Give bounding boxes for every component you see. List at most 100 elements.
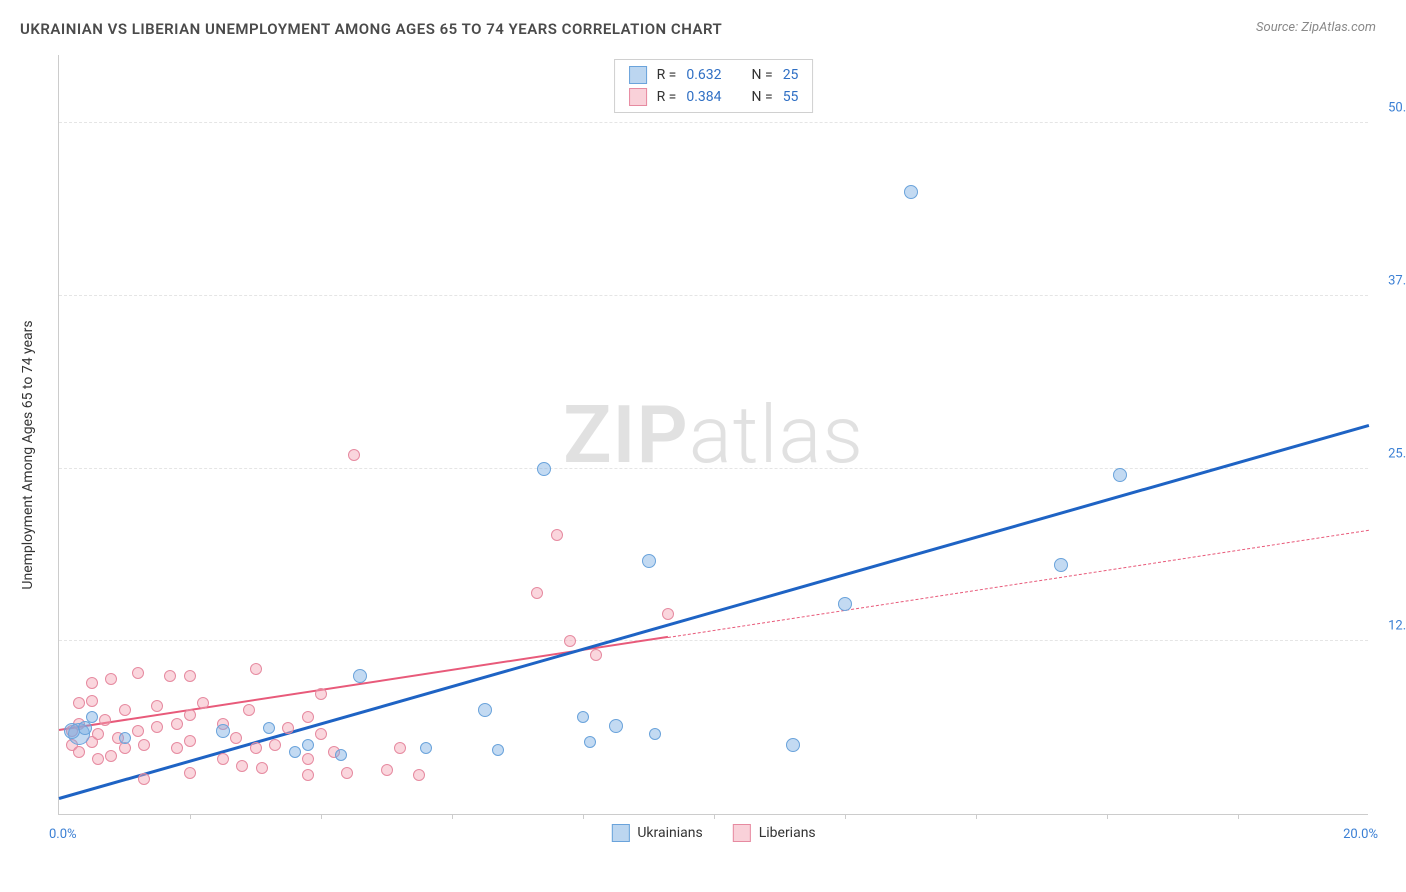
scatter-point xyxy=(184,735,196,747)
y-tick-label: 12.5% xyxy=(1388,619,1406,634)
gridline xyxy=(59,295,1368,296)
scatter-point xyxy=(171,718,183,730)
legend-swatch-pink-icon xyxy=(733,824,751,842)
scatter-point xyxy=(531,587,543,599)
y-tick-label: 37.5% xyxy=(1388,273,1406,288)
x-minor-tick xyxy=(190,814,191,819)
scatter-point xyxy=(642,554,656,568)
scatter-point xyxy=(302,739,314,751)
scatter-point xyxy=(171,742,183,754)
scatter-point xyxy=(269,739,281,751)
scatter-point xyxy=(243,704,255,716)
scatter-point xyxy=(1054,558,1068,572)
scatter-point xyxy=(335,749,347,761)
scatter-point xyxy=(73,697,85,709)
gridline xyxy=(59,640,1368,641)
scatter-point xyxy=(904,185,918,199)
x-minor-tick xyxy=(321,814,322,819)
scatter-point xyxy=(92,728,104,740)
scatter-point xyxy=(151,700,163,712)
x-tick-min: 0.0% xyxy=(49,827,77,842)
scatter-point xyxy=(609,719,623,733)
scatter-point xyxy=(838,597,852,611)
scatter-point xyxy=(99,714,111,726)
gridline xyxy=(59,468,1368,469)
scatter-point xyxy=(420,742,432,754)
x-minor-tick xyxy=(583,814,584,819)
chart-title: UKRAINIAN VS LIBERIAN UNEMPLOYMENT AMONG… xyxy=(20,20,722,38)
r-value-blue: 0.632 xyxy=(686,67,721,83)
scatter-point xyxy=(413,769,425,781)
x-minor-tick xyxy=(976,814,977,819)
scatter-point xyxy=(282,722,294,734)
n-value-blue: 25 xyxy=(783,67,799,83)
trend-line xyxy=(668,530,1369,638)
scatter-point xyxy=(184,670,196,682)
y-tick-label: 25.0% xyxy=(1388,446,1406,461)
scatter-point xyxy=(132,725,144,737)
scatter-point xyxy=(132,667,144,679)
y-axis-label: Unemployment Among Ages 65 to 74 years xyxy=(20,320,36,589)
scatter-point xyxy=(216,724,230,738)
scatter-point xyxy=(381,764,393,776)
scatter-point xyxy=(649,728,661,740)
scatter-point xyxy=(492,744,504,756)
scatter-point xyxy=(138,773,150,785)
scatter-point xyxy=(250,663,262,675)
scatter-point xyxy=(86,695,98,707)
scatter-point xyxy=(73,746,85,758)
n-value-pink: 55 xyxy=(783,89,799,105)
scatter-point xyxy=(315,728,327,740)
x-minor-tick xyxy=(1238,814,1239,819)
legend-swatch-blue xyxy=(629,66,647,84)
legend-series: Ukrainians Liberians xyxy=(611,824,815,842)
legend-label-a: Ukrainians xyxy=(637,825,702,841)
scatter-point xyxy=(289,746,301,758)
legend-swatch-pink xyxy=(629,88,647,106)
source-label: Source: ZipAtlas.com xyxy=(1256,20,1376,35)
scatter-point xyxy=(119,732,131,744)
scatter-point xyxy=(551,529,563,541)
scatter-point xyxy=(786,738,800,752)
scatter-point xyxy=(86,677,98,689)
x-minor-tick xyxy=(452,814,453,819)
chart-container: Unemployment Among Ages 65 to 74 years Z… xyxy=(48,55,1378,855)
scatter-point xyxy=(92,753,104,765)
x-minor-tick xyxy=(1107,814,1108,819)
scatter-point xyxy=(119,704,131,716)
legend-swatch-blue-icon xyxy=(611,824,629,842)
scatter-point xyxy=(577,711,589,723)
scatter-point xyxy=(217,753,229,765)
scatter-point xyxy=(184,709,196,721)
scatter-point xyxy=(584,736,596,748)
scatter-point xyxy=(250,742,262,754)
scatter-point xyxy=(197,697,209,709)
scatter-point xyxy=(164,670,176,682)
scatter-point xyxy=(151,721,163,733)
scatter-point xyxy=(184,767,196,779)
scatter-point xyxy=(537,462,551,476)
scatter-point xyxy=(394,742,406,754)
scatter-point xyxy=(256,762,268,774)
gridline xyxy=(59,122,1368,123)
scatter-point xyxy=(302,753,314,765)
scatter-point xyxy=(564,635,576,647)
scatter-point xyxy=(302,711,314,723)
scatter-point xyxy=(662,608,674,620)
legend-label-b: Liberians xyxy=(759,825,816,841)
scatter-point xyxy=(348,449,360,461)
scatter-point xyxy=(353,669,367,683)
x-minor-tick xyxy=(845,814,846,819)
x-minor-tick xyxy=(714,814,715,819)
y-tick-label: 50.0% xyxy=(1388,101,1406,116)
legend-stats: R = 0.632 N = 25 R = 0.384 N = 55 xyxy=(614,59,814,113)
scatter-point xyxy=(64,723,80,739)
scatter-point xyxy=(263,722,275,734)
scatter-point xyxy=(230,732,242,744)
scatter-point xyxy=(105,750,117,762)
x-tick-max: 20.0% xyxy=(1343,827,1378,842)
scatter-point xyxy=(138,739,150,751)
scatter-point xyxy=(105,673,117,685)
scatter-point xyxy=(236,760,248,772)
scatter-point xyxy=(302,769,314,781)
